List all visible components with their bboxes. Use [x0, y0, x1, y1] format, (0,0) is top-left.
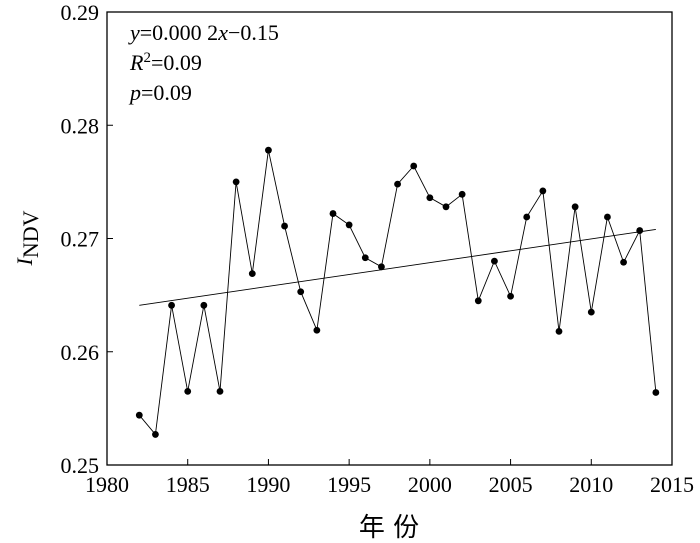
data-point [555, 327, 563, 335]
data-point [184, 387, 192, 395]
annotation-line-1: y=0.000 2x−0.15 [128, 20, 279, 45]
x-tick-label: 2000 [408, 472, 452, 497]
data-point [200, 301, 208, 309]
y-tick-label: 0.26 [61, 340, 100, 365]
data-point [313, 326, 321, 334]
x-tick-label: 2015 [650, 472, 694, 497]
data-point [297, 288, 305, 296]
data-point [523, 213, 531, 221]
data-point [361, 254, 369, 262]
y-tick-label: 0.28 [61, 113, 100, 138]
data-point [265, 146, 272, 154]
data-point [474, 297, 482, 305]
data-point [507, 292, 514, 300]
annotation-line-3: p=0.09 [128, 80, 192, 105]
trend-line-group [139, 228, 656, 306]
y-tick-label: 0.27 [61, 227, 100, 252]
data-point [620, 258, 627, 266]
data-point [394, 180, 401, 188]
y-tick-label: 0.25 [61, 453, 100, 478]
data-point [604, 213, 611, 221]
regression-annotation: y=0.000 2x−0.15 R2=0.09 p=0.09 [128, 20, 279, 105]
data-point [232, 178, 240, 186]
x-tick-label: 2005 [489, 472, 533, 497]
data-point [410, 162, 418, 170]
data-point [281, 222, 288, 230]
y-axis-title: INDV [12, 210, 43, 266]
x-tick-label: 1980 [85, 472, 129, 497]
x-tick-label: 1995 [327, 472, 371, 497]
y-tick-label: 0.29 [61, 0, 100, 25]
data-point [442, 203, 450, 211]
data-point [636, 227, 644, 234]
trend-line [139, 228, 656, 306]
x-tick-label: 2010 [569, 472, 613, 497]
data-point [135, 411, 143, 419]
data-point [539, 187, 547, 195]
axes [106, 11, 673, 466]
data-point [587, 308, 595, 316]
data-point [652, 389, 660, 396]
data-point [378, 263, 385, 271]
data-point [168, 301, 175, 309]
tick-labels: 1980 1985 1990 1995 2000 2005 2010 2015 0.25 0.26… [61, 0, 695, 497]
data-point [248, 270, 256, 278]
data-point [152, 431, 159, 438]
data-point [329, 210, 337, 217]
data-point [458, 190, 466, 198]
data-point [345, 221, 353, 229]
data-point [216, 387, 224, 395]
data-series [135, 146, 660, 438]
data-point [491, 257, 498, 265]
data-point [426, 194, 434, 202]
annotation-line-2: R2=0.09 [129, 50, 202, 75]
x-tick-label: 1985 [166, 472, 210, 497]
data-point [571, 203, 579, 211]
x-axis-title: 年 份 [359, 513, 419, 543]
x-tick-label: 1990 [246, 472, 290, 497]
